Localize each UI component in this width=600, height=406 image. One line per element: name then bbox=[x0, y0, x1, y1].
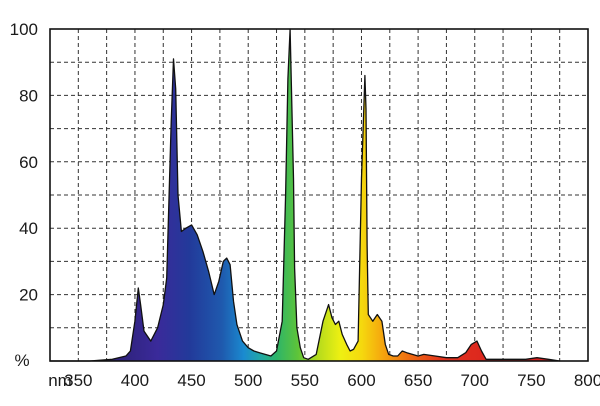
spectrum-area bbox=[50, 29, 560, 361]
x-tick-label: 450 bbox=[177, 371, 205, 390]
y-axis-unit-label: % bbox=[14, 351, 29, 370]
x-tick-label: 600 bbox=[347, 371, 375, 390]
plot-frame bbox=[49, 28, 589, 362]
x-tick-label: 650 bbox=[404, 371, 432, 390]
y-tick-label: 20 bbox=[19, 286, 38, 305]
y-axis-ticks: 20 40 60 80 100 bbox=[10, 20, 38, 305]
x-tick-label: 500 bbox=[234, 371, 262, 390]
x-tick-label: 350 bbox=[64, 371, 92, 390]
spectrum-line bbox=[50, 28, 560, 362]
x-tick-label: 400 bbox=[121, 371, 149, 390]
x-axis-unit-label: nm bbox=[48, 371, 72, 390]
y-tick-label: 100 bbox=[10, 20, 38, 39]
x-tick-label: 550 bbox=[291, 371, 319, 390]
x-axis-ticks: 350 400 450 500 550 600 650 700 750 800 bbox=[64, 371, 600, 390]
y-tick-label: 60 bbox=[19, 153, 38, 172]
x-tick-label: 700 bbox=[461, 371, 489, 390]
y-tick-label: 40 bbox=[19, 219, 38, 238]
grid-layer bbox=[50, 29, 588, 361]
x-tick-label: 750 bbox=[517, 371, 545, 390]
x-tick-label: 800 bbox=[574, 371, 600, 390]
y-tick-label: 80 bbox=[19, 86, 38, 105]
